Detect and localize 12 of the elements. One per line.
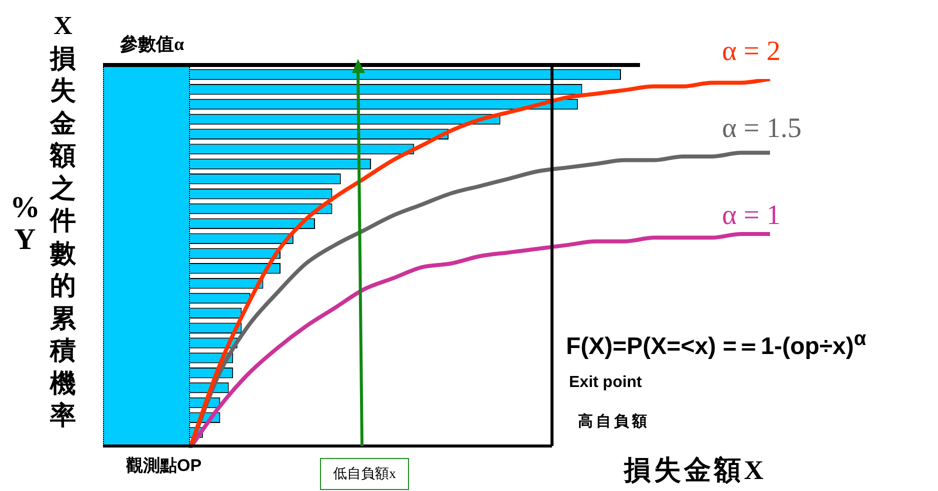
annotation: F(X)=P(X=<x) =＝1-(op÷x)$^{α}$ [566,328,866,362]
annotation: Exit point [569,374,642,392]
text: 觀測點OP [126,455,202,477]
text: %Y [10,191,40,256]
x-axis-title: 損失金額X [624,454,766,487]
series-label: α = 1 [722,200,780,232]
series-label: α = 2 [722,36,780,68]
text: 低自負額x [320,458,409,490]
text: 參數值α [120,33,184,56]
series-label: α = 1.5 [722,113,802,145]
text: X損失金額之件數的累積機率 [50,11,76,430]
annotation: 高自負額 [578,412,650,431]
